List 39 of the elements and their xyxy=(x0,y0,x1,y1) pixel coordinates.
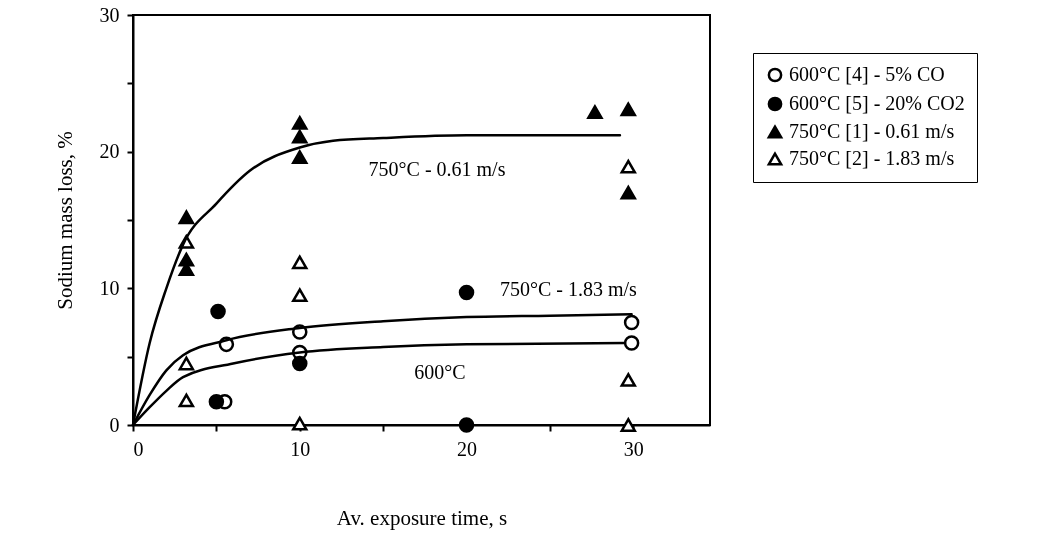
point xyxy=(620,373,637,387)
point xyxy=(291,416,308,431)
point xyxy=(291,255,308,270)
point xyxy=(210,303,226,320)
legend-label: 600°C [5] - 20% CO2 xyxy=(789,92,965,114)
x-tick-label: 0 xyxy=(133,437,144,460)
point xyxy=(620,418,637,432)
point xyxy=(620,159,637,174)
y-tick-label: 10 xyxy=(99,276,120,299)
point xyxy=(178,356,195,371)
point xyxy=(208,394,225,410)
y-tick-label: 20 xyxy=(99,140,120,163)
x-tick-label: 20 xyxy=(457,437,478,460)
x-axis-title: Av. exposure time, s xyxy=(336,505,508,530)
legend-label: 750°C [1] - 0.61 m/s xyxy=(789,120,955,142)
point xyxy=(291,355,308,372)
y-tick-label: 0 xyxy=(109,413,120,436)
point xyxy=(620,102,637,117)
point xyxy=(458,417,475,433)
x-tick-label: 10 xyxy=(290,437,311,460)
point xyxy=(623,335,640,351)
y-tick-label: 30 xyxy=(99,3,120,26)
point xyxy=(178,210,195,225)
annotation: 750°C - 1.83 m/s xyxy=(500,278,638,300)
point xyxy=(620,185,637,200)
point xyxy=(178,393,195,408)
x-tick-label: 30 xyxy=(623,437,644,460)
point xyxy=(623,314,640,331)
point xyxy=(291,288,308,303)
point xyxy=(291,116,308,130)
annotation: 750°C - 0.61 m/s xyxy=(368,158,506,180)
point xyxy=(587,105,603,119)
legend-label: 750°C [2] - 1.83 m/s xyxy=(789,147,955,169)
y-axis-title: Sodium mass loss, % xyxy=(52,131,77,310)
annotation: 600°C xyxy=(414,361,466,383)
legend-label: 600°C [4] - 5% CO xyxy=(789,63,945,85)
point xyxy=(458,284,475,301)
point xyxy=(291,150,308,165)
point xyxy=(291,129,308,144)
